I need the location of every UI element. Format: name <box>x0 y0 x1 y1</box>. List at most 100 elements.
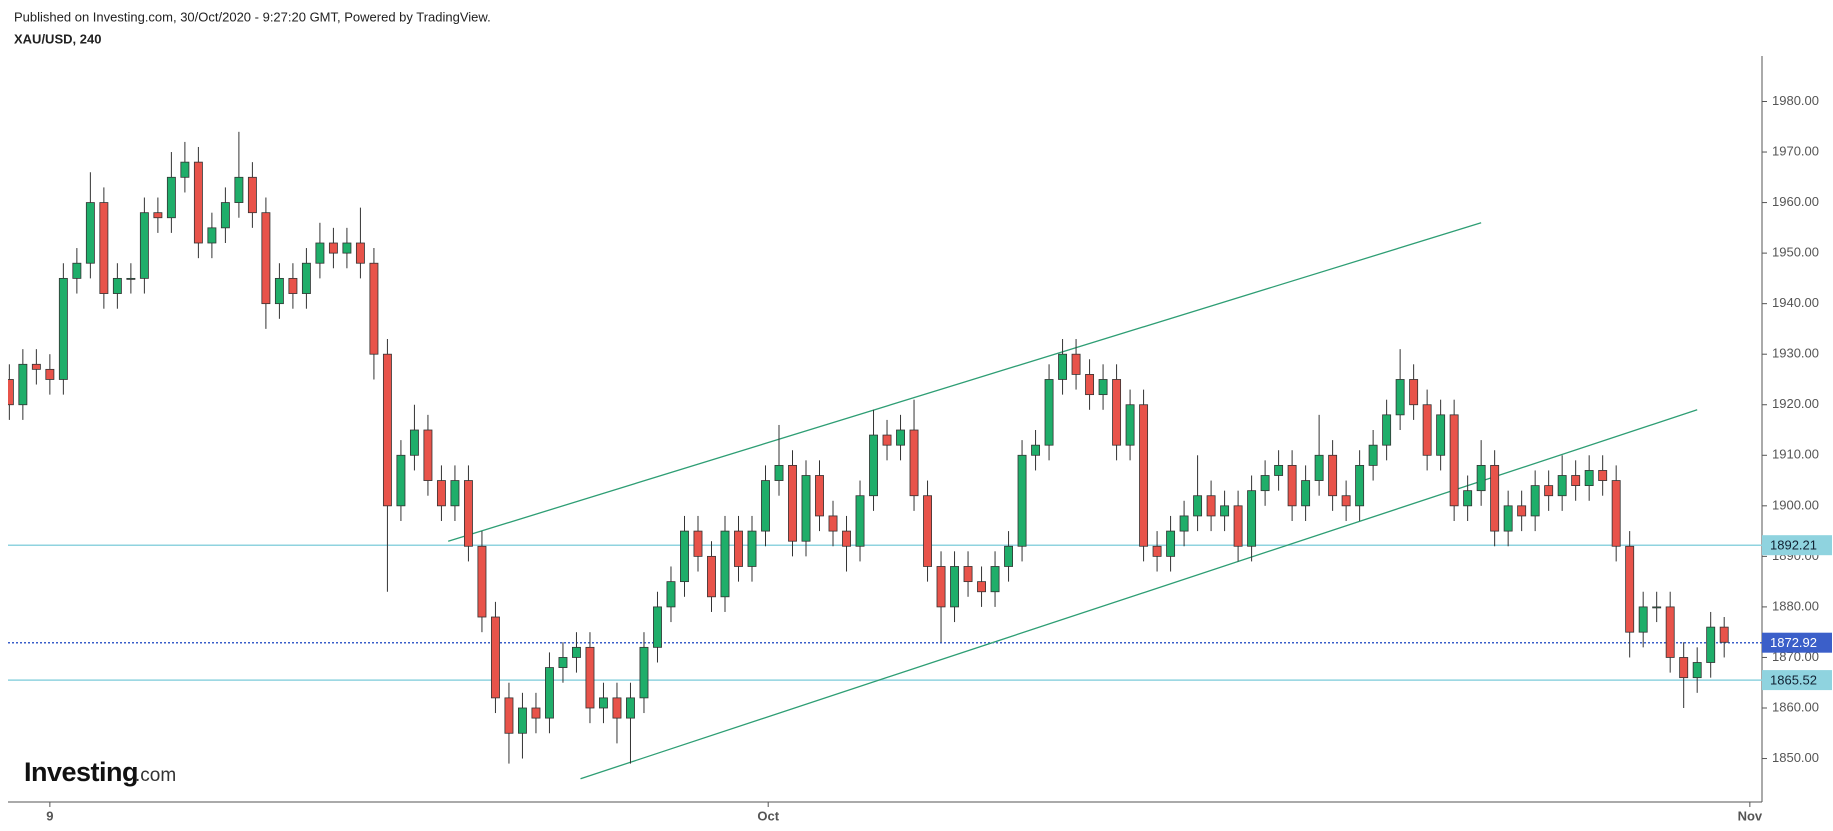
candle-body <box>585 646 595 709</box>
candle-body <box>1422 404 1432 456</box>
y-tick-label: 1930.00 <box>1772 346 1819 361</box>
candle-body <box>423 429 433 481</box>
candle-body <box>1584 470 1594 487</box>
candle-body <box>1503 505 1513 532</box>
candle-body <box>207 227 217 244</box>
candle-body <box>1692 662 1702 679</box>
candle-body <box>1719 626 1729 643</box>
logo-suffix: .com <box>135 765 176 786</box>
candle-body <box>1409 379 1419 406</box>
candle-body <box>409 429 419 456</box>
candle-body <box>166 176 176 219</box>
candle-body <box>1449 414 1459 507</box>
y-tick-label: 1940.00 <box>1772 295 1819 310</box>
candle-body <box>1355 464 1365 507</box>
candle-body <box>747 530 757 567</box>
candle-body <box>1625 545 1635 633</box>
candle-body <box>531 707 541 719</box>
candle-body <box>612 697 622 719</box>
candle-body <box>18 363 28 406</box>
candle-body <box>463 480 473 547</box>
candle-body <box>220 202 230 229</box>
candle-body <box>1557 475 1567 497</box>
candle-body <box>1368 444 1378 466</box>
candle-body <box>382 353 392 507</box>
candle-body <box>1314 454 1324 481</box>
y-tick-label: 1900.00 <box>1772 497 1819 512</box>
price-badge <box>1762 535 1832 556</box>
candle-body <box>1652 606 1662 609</box>
candle-body <box>139 212 149 279</box>
candle-body <box>558 657 568 668</box>
candle-body <box>301 262 311 294</box>
chart-title: Published on Investing.com, 30/Oct/2020 … <box>14 9 491 24</box>
candle-body <box>45 368 55 380</box>
candle-body <box>1098 379 1108 396</box>
candle-body <box>842 530 851 547</box>
candle-body <box>1287 464 1297 507</box>
candle-body <box>950 566 959 608</box>
candle-body <box>1611 480 1621 547</box>
x-tick-label: Nov <box>1738 808 1763 823</box>
candle-body <box>85 202 95 264</box>
candle-body <box>518 707 527 734</box>
candle-body <box>815 475 824 517</box>
candle-body <box>801 475 811 542</box>
y-tick-label: 1860.00 <box>1772 699 1819 714</box>
candle-body <box>477 545 487 618</box>
candle-body <box>653 606 662 648</box>
candle-body <box>1233 505 1243 547</box>
candle-body <box>1571 475 1581 487</box>
candle-body <box>572 646 581 658</box>
candle-body <box>126 277 136 280</box>
candle-body <box>720 530 730 598</box>
candle-body <box>869 434 878 497</box>
y-tick-label: 1880.00 <box>1772 598 1819 613</box>
candle-body <box>1058 353 1068 380</box>
price-badge <box>1762 632 1832 653</box>
candle-body <box>247 176 257 214</box>
candle-body <box>1530 485 1540 517</box>
candle-body <box>626 697 635 719</box>
candle-body <box>1301 480 1311 507</box>
candle-body <box>72 262 82 279</box>
price-badge-label: 1892.21 <box>1770 538 1817 553</box>
candle-body <box>1517 505 1527 517</box>
candle-body <box>1044 379 1054 446</box>
logo: Investing <box>24 757 138 787</box>
candle-body <box>315 242 325 264</box>
candle-body <box>1395 379 1405 416</box>
x-tick-label: Oct <box>757 808 779 823</box>
candle-body <box>882 434 892 446</box>
candle-body <box>639 646 649 699</box>
trend-line <box>447 222 1482 542</box>
candle-body <box>1085 374 1095 396</box>
y-tick-label: 1850.00 <box>1772 750 1819 765</box>
candle-body <box>1341 495 1351 507</box>
candle-body <box>1220 505 1230 517</box>
candle-body <box>909 429 919 497</box>
candle-body <box>761 480 770 532</box>
candle-body <box>342 242 352 254</box>
candle-body <box>936 566 946 608</box>
y-tick-label: 1910.00 <box>1772 447 1819 462</box>
candle-body <box>369 262 379 355</box>
candle-body <box>1436 414 1446 456</box>
candle-body <box>436 480 446 507</box>
candle-body <box>153 212 163 219</box>
candle-body <box>328 242 338 254</box>
candle-body <box>1706 626 1716 663</box>
y-tick-label: 1970.00 <box>1772 143 1819 158</box>
candle-body <box>1179 515 1189 532</box>
candle-body <box>490 616 500 699</box>
x-tick-label: 9 <box>46 808 53 823</box>
candle-body <box>1476 464 1486 492</box>
candle-body <box>1382 414 1392 446</box>
candle-body <box>450 480 460 507</box>
candle-body <box>1112 379 1122 446</box>
candle-body <box>1166 530 1176 557</box>
price-badge-label: 1865.52 <box>1770 673 1817 688</box>
price-badge <box>1762 670 1832 691</box>
candle-body <box>923 495 932 567</box>
candle-body <box>666 581 676 608</box>
